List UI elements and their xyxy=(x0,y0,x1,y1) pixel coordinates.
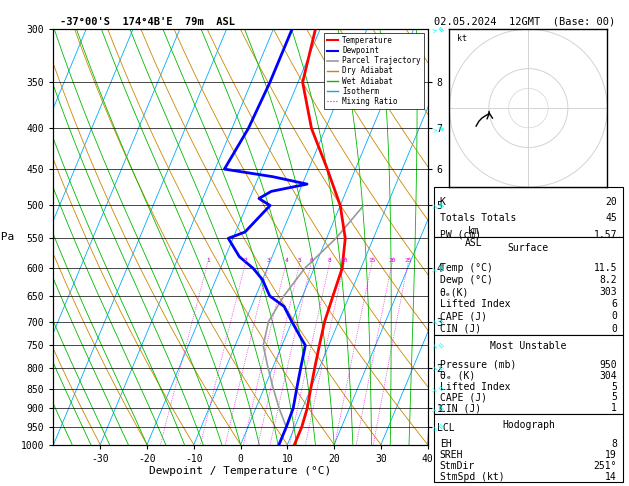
Text: 8.2: 8.2 xyxy=(599,275,617,285)
Text: 950: 950 xyxy=(599,360,617,370)
Bar xyxy=(434,187,623,237)
Text: θₑ (K): θₑ (K) xyxy=(440,371,475,381)
Text: 251°: 251° xyxy=(594,461,617,471)
Text: kt: kt xyxy=(457,34,467,43)
Text: 0: 0 xyxy=(611,324,617,333)
Text: Dewp (°C): Dewp (°C) xyxy=(440,275,493,285)
Text: CIN (J): CIN (J) xyxy=(440,324,481,333)
Text: ≺: ≺ xyxy=(431,405,438,412)
Text: =: = xyxy=(434,403,445,414)
Text: Totals Totals: Totals Totals xyxy=(440,213,516,223)
Text: 15: 15 xyxy=(368,258,376,262)
Text: EH: EH xyxy=(440,439,452,449)
Text: 6: 6 xyxy=(611,299,617,309)
Text: 2: 2 xyxy=(243,258,247,262)
Text: StmDir: StmDir xyxy=(440,461,475,471)
Text: 4: 4 xyxy=(284,258,288,262)
Text: 5: 5 xyxy=(298,258,302,262)
Text: =: = xyxy=(434,362,445,373)
Text: CIN (J): CIN (J) xyxy=(440,403,481,413)
Legend: Temperature, Dewpoint, Parcel Trajectory, Dry Adiabat, Wet Adiabat, Isotherm, Mi: Temperature, Dewpoint, Parcel Trajectory… xyxy=(324,33,424,109)
Text: ≺: ≺ xyxy=(431,364,438,371)
Text: 8: 8 xyxy=(611,439,617,449)
Text: 5: 5 xyxy=(611,382,617,392)
Text: 0: 0 xyxy=(611,312,617,321)
Text: K: K xyxy=(440,197,445,207)
Text: θₑ(K): θₑ(K) xyxy=(440,287,469,297)
Text: ≺: ≺ xyxy=(431,265,438,272)
Text: =: = xyxy=(434,263,445,274)
Text: =: = xyxy=(434,316,445,327)
Text: 20: 20 xyxy=(388,258,396,262)
Text: 303: 303 xyxy=(599,287,617,297)
Text: 1: 1 xyxy=(611,403,617,413)
Text: CAPE (J): CAPE (J) xyxy=(440,392,487,402)
Text: 3: 3 xyxy=(267,258,271,262)
Text: ≡: ≡ xyxy=(434,200,445,211)
Bar xyxy=(434,334,623,414)
Text: ≺: ≺ xyxy=(431,125,437,132)
Text: CAPE (J): CAPE (J) xyxy=(440,312,487,321)
Bar xyxy=(434,237,623,334)
Text: 19: 19 xyxy=(605,450,617,460)
Text: Lifted Index: Lifted Index xyxy=(440,299,510,309)
Text: ≡: ≡ xyxy=(434,23,445,35)
Text: 02.05.2024  12GMT  (Base: 00): 02.05.2024 12GMT (Base: 00) xyxy=(434,17,615,27)
Text: ≡: ≡ xyxy=(434,123,445,134)
Text: 25: 25 xyxy=(404,258,412,262)
Text: 14: 14 xyxy=(605,471,617,482)
Text: 45: 45 xyxy=(605,213,617,223)
Text: 10: 10 xyxy=(341,258,348,262)
Text: StmSpd (kt): StmSpd (kt) xyxy=(440,471,504,482)
Text: Most Unstable: Most Unstable xyxy=(490,341,567,351)
Text: =: = xyxy=(434,340,445,351)
Text: 6: 6 xyxy=(309,258,313,262)
Text: Temp (°C): Temp (°C) xyxy=(440,263,493,273)
Text: SREH: SREH xyxy=(440,450,463,460)
Text: ≺: ≺ xyxy=(431,385,438,392)
Text: =: = xyxy=(434,383,445,394)
Text: 1: 1 xyxy=(206,258,209,262)
Text: ≺: ≺ xyxy=(431,202,438,209)
Text: ≺: ≺ xyxy=(431,318,438,326)
Text: =: = xyxy=(434,421,445,433)
Text: 5: 5 xyxy=(611,392,617,402)
Text: ≺: ≺ xyxy=(431,25,438,33)
Text: 304: 304 xyxy=(599,371,617,381)
Text: ≺: ≺ xyxy=(431,342,438,349)
Text: Lifted Index: Lifted Index xyxy=(440,382,510,392)
Bar xyxy=(434,414,623,482)
Text: Surface: Surface xyxy=(508,243,549,253)
Y-axis label: hPa: hPa xyxy=(0,232,14,242)
Text: Pressure (mb): Pressure (mb) xyxy=(440,360,516,370)
Text: 20: 20 xyxy=(605,197,617,207)
Text: 1.57: 1.57 xyxy=(594,230,617,240)
Text: PW (cm): PW (cm) xyxy=(440,230,481,240)
Text: ≺: ≺ xyxy=(431,423,438,431)
X-axis label: Dewpoint / Temperature (°C): Dewpoint / Temperature (°C) xyxy=(150,467,331,476)
Text: Hodograph: Hodograph xyxy=(502,420,555,430)
Text: -37°00'S  174°4B'E  79m  ASL: -37°00'S 174°4B'E 79m ASL xyxy=(60,17,235,27)
Text: 11.5: 11.5 xyxy=(594,263,617,273)
Y-axis label: km
ASL: km ASL xyxy=(465,226,482,248)
Text: 8: 8 xyxy=(328,258,331,262)
